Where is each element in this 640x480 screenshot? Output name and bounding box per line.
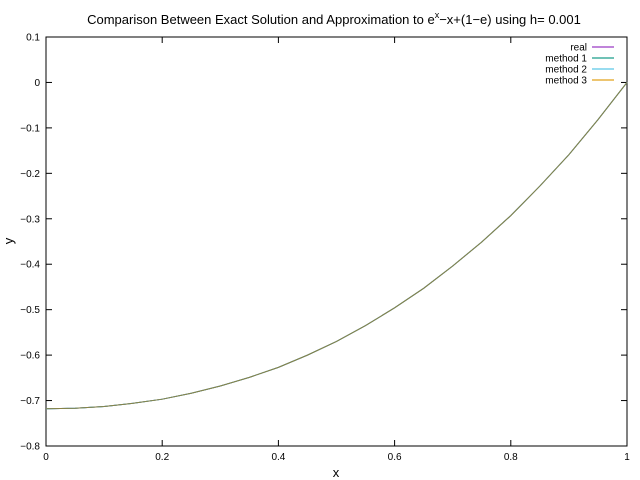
y-tick-label: 0 <box>34 78 40 89</box>
y-tick-label: −0.2 <box>20 169 40 180</box>
axis-ticks: 0 0.2 0.4 0.6 0.8 1 0.1 0 −0.1 −0.2 −0.3 −0.4 −0.5 −0… <box>20 33 630 464</box>
legend-label: real <box>570 43 587 54</box>
legend-label: method 2 <box>545 65 587 76</box>
chart-title-superscript: x <box>435 10 440 20</box>
x-tick-label: 0 <box>43 452 49 463</box>
y-tick-label: −0.4 <box>20 260 40 271</box>
x-tick-label: 0.4 <box>271 452 285 463</box>
y-tick-label: −0.5 <box>20 305 40 316</box>
y-tick-label: −0.6 <box>20 351 40 362</box>
series-lines <box>45 82 628 410</box>
x-tick-label: 0.8 <box>504 452 518 463</box>
x-tick-label: 0.6 <box>388 452 402 463</box>
chart-title-suffix: −x+(1−e) using h= 0.001 <box>439 12 581 27</box>
x-tick-label: 0.2 <box>155 452 169 463</box>
legend-label: method 1 <box>545 54 587 65</box>
series-line-real <box>45 82 628 410</box>
plot-frame <box>45 36 628 447</box>
x-axis-label: x <box>333 465 340 480</box>
y-tick-label: −0.1 <box>20 123 40 134</box>
legend-label: method 3 <box>545 76 587 87</box>
chart-title-prefix: Comparison Between Exact Solution and Ap… <box>87 12 435 27</box>
y-tick-label: −0.8 <box>20 442 40 453</box>
y-tick-label: 0.1 <box>26 33 40 44</box>
series-line-method-1 <box>45 82 628 410</box>
series-line-method-3 <box>45 82 628 410</box>
x-tick-label: 1 <box>624 452 630 463</box>
y-tick-label: −0.7 <box>20 396 40 407</box>
y-tick-label: −0.3 <box>20 214 40 225</box>
y-axis-label: y <box>1 237 16 244</box>
series-line-method-2 <box>45 82 628 410</box>
chart-title: Comparison Between Exact Solution and Ap… <box>87 10 581 27</box>
